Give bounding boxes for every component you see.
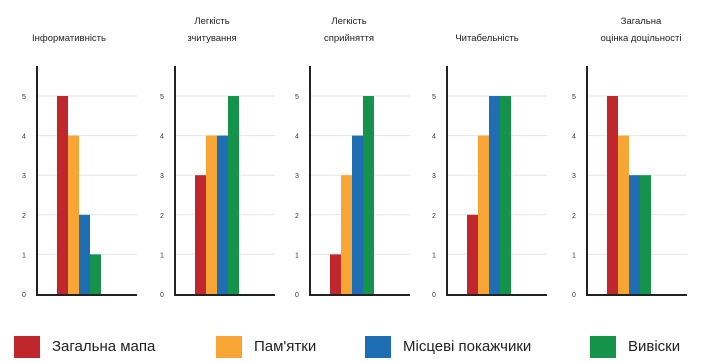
legend: Загальна мапа Пам'ятки Місцеві покажчики… <box>0 330 714 363</box>
y-tick-label: 4 <box>160 134 164 141</box>
y-tick-label: 3 <box>432 173 436 180</box>
charts-svg: 0 1 2 3 4 5 Інформативність 0 1 2 3 4 5 Легкість зчиту… <box>22 16 687 299</box>
panel-title: Інформативність <box>32 33 106 44</box>
y-tick-label: 1 <box>295 252 299 259</box>
y-tick-label: 5 <box>295 94 299 101</box>
bar <box>500 96 511 294</box>
y-tick-label: 2 <box>572 213 576 220</box>
y-tick-label: 0 <box>295 292 299 299</box>
bar <box>640 175 651 294</box>
y-tick-label: 5 <box>160 94 164 101</box>
y-tick-label: 0 <box>572 292 576 299</box>
y-tick-label: 3 <box>572 173 576 180</box>
bar <box>478 135 489 294</box>
y-tick-label: 3 <box>22 173 26 180</box>
panel-title: сприйняття <box>324 33 374 44</box>
bar <box>352 135 363 294</box>
y-tick-label: 3 <box>160 173 164 180</box>
legend-item-pamyatky: Пам'ятки <box>216 330 316 363</box>
y-tick-label: 5 <box>572 94 576 101</box>
panel-title: оцінка доцільності <box>601 33 682 44</box>
panel-title: зчитування <box>187 33 236 44</box>
legend-item-vyvisky: Вивіски <box>590 330 680 363</box>
y-tick-label: 4 <box>295 134 299 141</box>
y-tick-label: 2 <box>160 213 164 220</box>
legend-swatch-pamyatky <box>216 335 242 358</box>
y-tick-label: 1 <box>160 252 164 259</box>
bar <box>467 214 478 294</box>
panel-title: Читабельність <box>455 33 518 44</box>
bar <box>629 175 640 294</box>
bar <box>195 175 206 294</box>
bar <box>489 96 500 294</box>
panel-title: Легкість <box>194 16 229 27</box>
y-tick-label: 5 <box>432 94 436 101</box>
bar <box>57 96 68 294</box>
bar <box>618 135 629 294</box>
y-tick-label: 4 <box>572 134 576 141</box>
legend-item-mistsevi-pokazhchyky: Місцеві покажчики <box>365 330 531 363</box>
legend-label-mistsevi-pokazhchyky: Місцеві покажчики <box>403 338 532 355</box>
y-tick-label: 2 <box>22 213 26 220</box>
legend-label-pamyatky: Пам'ятки <box>254 338 317 355</box>
bar <box>206 135 217 294</box>
bar <box>228 96 239 294</box>
panel-title: Загальна <box>621 16 662 27</box>
legend-label-zagalna-mapa: Загальна мапа <box>52 338 156 355</box>
y-tick-label: 4 <box>432 134 436 141</box>
bar <box>68 135 79 294</box>
legend-label-vyvisky: Вивіски <box>628 338 681 355</box>
bar <box>341 175 352 294</box>
y-tick-label: 0 <box>160 292 164 299</box>
bar <box>90 254 101 294</box>
panel-title: Легкість <box>331 16 366 27</box>
y-tick-label: 1 <box>432 252 436 259</box>
y-tick-label: 0 <box>22 292 26 299</box>
bar <box>217 135 228 294</box>
y-tick-label: 1 <box>572 252 576 259</box>
bar <box>363 96 374 294</box>
legend-swatch-vyvisky <box>590 335 616 358</box>
legend-swatch-zagalna-mapa <box>14 335 40 358</box>
bar <box>79 214 90 294</box>
y-tick-label: 4 <box>22 134 26 141</box>
legend-swatch-mistsevi-pokazhchyky <box>365 335 391 358</box>
y-tick-label: 2 <box>295 213 299 220</box>
y-tick-label: 2 <box>432 213 436 220</box>
y-tick-label: 5 <box>22 94 26 101</box>
bar <box>607 96 618 294</box>
y-tick-label: 3 <box>295 173 299 180</box>
bar <box>330 254 341 294</box>
y-tick-label: 1 <box>22 252 26 259</box>
y-tick-label: 0 <box>432 292 436 299</box>
legend-item-zagalna-mapa: Загальна мапа <box>14 330 155 363</box>
